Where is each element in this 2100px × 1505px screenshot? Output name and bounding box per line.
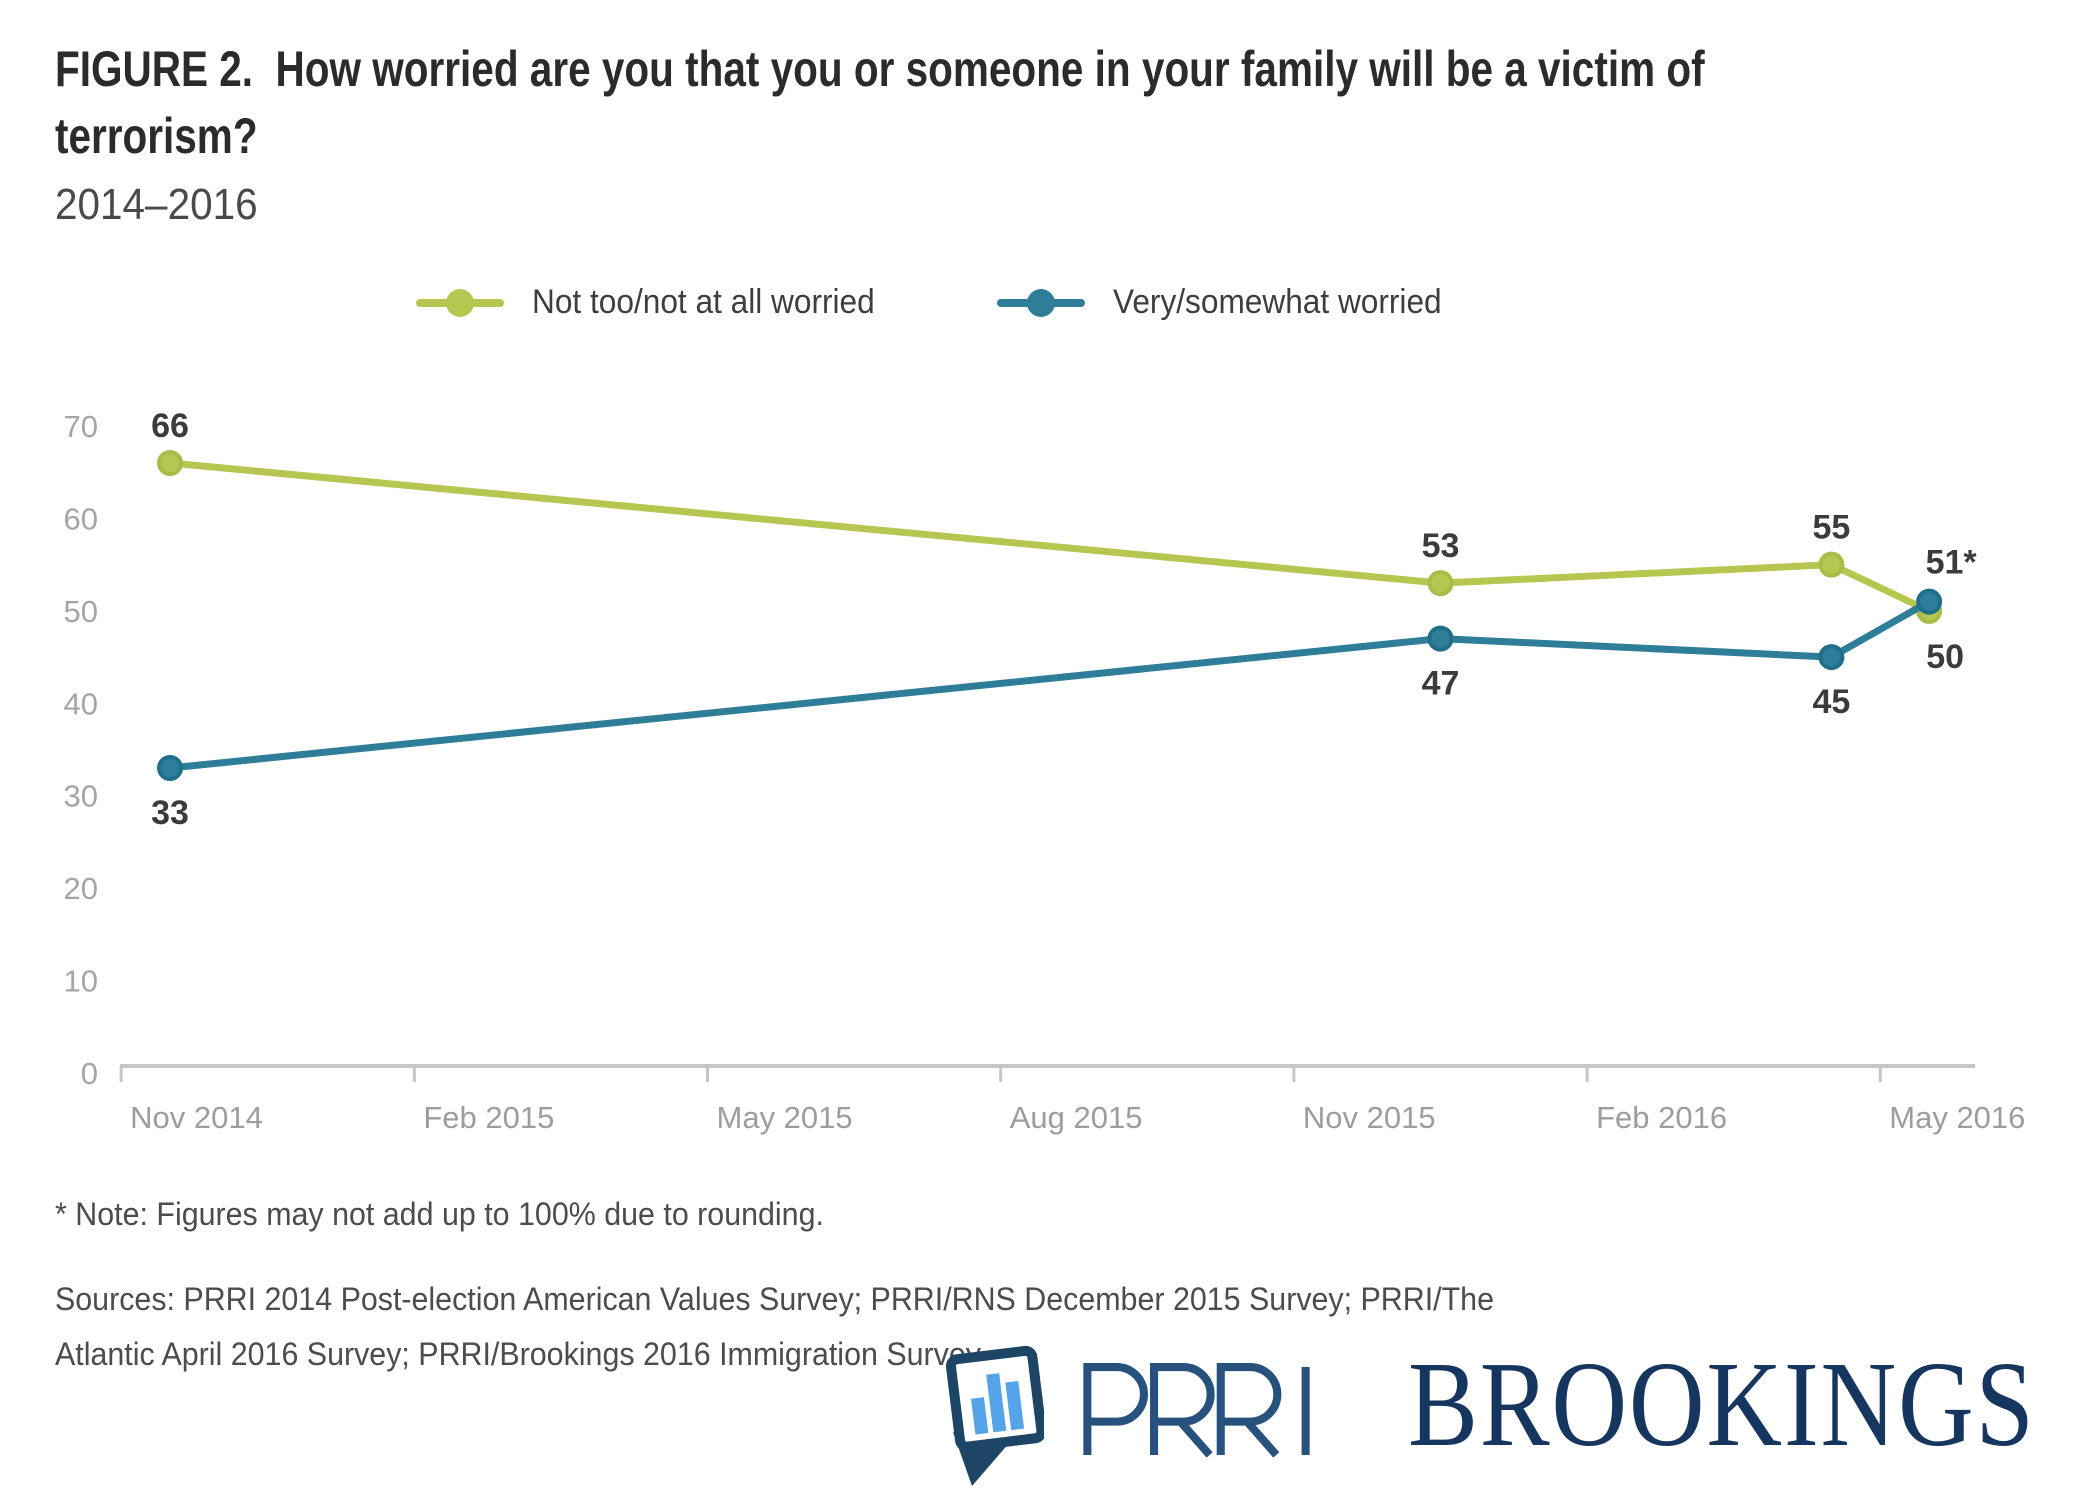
series-line bbox=[169, 459, 1931, 615]
y-axis-label: 40 bbox=[64, 686, 98, 721]
y-axis-label: 30 bbox=[64, 779, 98, 814]
data-point bbox=[157, 755, 183, 782]
legend-item-not-worried: Not too/not at all worried bbox=[414, 283, 901, 322]
figure-title: FIGURE 2. How worried are you that you o… bbox=[55, 41, 1716, 164]
y-axis-label: 50 bbox=[64, 594, 98, 629]
y-axis-label: 20 bbox=[64, 871, 98, 906]
footnote: * Note: Figures may not add up to 100% d… bbox=[55, 1196, 824, 1232]
prri-wordmark bbox=[1083, 1363, 1310, 1458]
data-point bbox=[1916, 588, 1943, 615]
data-point-label: 51* bbox=[1926, 544, 1978, 582]
prri-logo-icon bbox=[945, 1345, 1044, 1486]
figure-subtitle: 2014–2016 bbox=[55, 180, 258, 229]
letter-R bbox=[1150, 1363, 1215, 1458]
chart-legend: Not too/not at all worried Very/somewhat… bbox=[0, 283, 1880, 322]
data-point-label: 55 bbox=[1812, 509, 1850, 547]
data-point bbox=[1818, 551, 1845, 578]
x-axis-label: Feb 2015 bbox=[423, 1100, 554, 1135]
x-axis-label: Feb 2016 bbox=[1596, 1100, 1727, 1135]
y-axis-label: 70 bbox=[64, 409, 98, 444]
sources-text: Sources: PRRI 2014 Post-election America… bbox=[55, 1281, 1494, 1373]
data-point bbox=[1427, 570, 1454, 597]
data-point bbox=[1818, 644, 1845, 671]
x-axis-label: Aug 2015 bbox=[1010, 1100, 1143, 1135]
legend-label-not-worried: Not too/not at all worried bbox=[531, 283, 875, 321]
y-axis-label: 10 bbox=[64, 964, 98, 999]
letter-R bbox=[1216, 1363, 1282, 1458]
data-point bbox=[1427, 625, 1454, 652]
letter-P bbox=[1083, 1363, 1148, 1455]
brookings-wordmark: BROOKINGS bbox=[1408, 1337, 2036, 1472]
data-point bbox=[157, 450, 183, 477]
legend-marker-line-dot-icon bbox=[997, 288, 1086, 317]
x-axis-label: May 2015 bbox=[717, 1100, 853, 1135]
x-axis-label: Nov 2014 bbox=[130, 1100, 263, 1135]
legend-item-worried: Very/somewhat worried bbox=[995, 283, 1466, 322]
y-axis-label: 0 bbox=[81, 1056, 98, 1091]
data-point-label: 45 bbox=[1812, 683, 1850, 721]
series-line bbox=[169, 598, 1931, 772]
x-axis-label: Nov 2015 bbox=[1303, 1100, 1436, 1135]
data-point-label: 53 bbox=[1422, 527, 1460, 565]
legend-marker-line-dot-icon bbox=[415, 288, 504, 317]
data-point-label: 66 bbox=[151, 407, 189, 445]
legend-label-worried: Very/somewhat worried bbox=[1113, 283, 1442, 321]
y-axis-label: 60 bbox=[64, 501, 98, 536]
data-point-label: 50 bbox=[1926, 638, 1964, 676]
data-point-label: 47 bbox=[1422, 665, 1460, 703]
x-axis-label: May 2016 bbox=[1889, 1100, 2025, 1135]
data-point-label: 33 bbox=[151, 794, 189, 832]
